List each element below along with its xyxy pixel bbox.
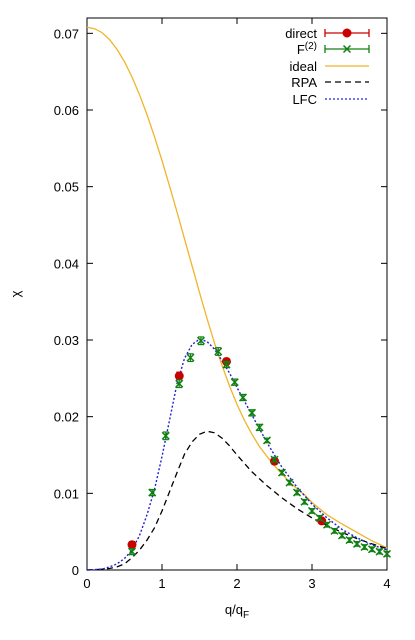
F2-point	[127, 547, 137, 556]
x-tick-label: 1	[158, 576, 165, 591]
y-tick-label: 0.07	[54, 26, 79, 41]
F2-point	[300, 497, 309, 506]
x-tick-label: 4	[383, 576, 390, 591]
direct-point	[127, 540, 137, 550]
y-tick-label: 0.04	[54, 256, 79, 271]
F2-point	[186, 353, 195, 362]
RPA-line	[86, 430, 388, 571]
F2-point	[337, 531, 347, 540]
F2-point	[238, 393, 248, 402]
F2-point	[285, 478, 294, 487]
F2-point	[352, 539, 362, 548]
direct-point	[342, 28, 352, 38]
F2-point	[270, 455, 279, 464]
direct-point	[174, 371, 184, 381]
F2-point	[322, 520, 332, 529]
F2-point	[247, 408, 257, 417]
F2-point	[214, 347, 223, 356]
y-tick-label: 0.02	[54, 410, 79, 425]
legend-swatch-F2	[324, 44, 370, 54]
F2-point	[230, 378, 239, 387]
F2-point	[375, 547, 384, 556]
ideal-line	[86, 26, 388, 549]
y-tick-label: 0.03	[54, 333, 79, 348]
F2-point	[345, 536, 354, 545]
y-axis-label: χ	[8, 290, 23, 297]
x-axis-label: q/qF	[225, 602, 249, 621]
F2-point	[330, 526, 339, 535]
F2-point	[315, 513, 324, 522]
F2-point	[161, 431, 170, 440]
F2-point	[292, 488, 302, 497]
F2-point	[262, 436, 272, 445]
series-layer	[86, 26, 392, 571]
y-tick-label: 0.05	[54, 180, 79, 195]
y-tick-label: 0.01	[54, 486, 79, 501]
legend-label-RPA: RPA	[291, 75, 317, 90]
x-tick-label: 2	[233, 576, 240, 591]
legend-label-LFC: LFC	[292, 92, 317, 107]
F2-point	[196, 336, 206, 345]
F2-point	[360, 542, 369, 552]
legend-label-ideal: ideal	[290, 59, 318, 74]
plot-frame	[86, 17, 388, 571]
legend-label-direct: direct	[285, 26, 317, 41]
y-tick-label: 0	[72, 563, 79, 578]
F2-point	[367, 545, 377, 554]
F2-series	[127, 336, 392, 558]
F2-point	[148, 488, 157, 497]
F2-point	[307, 506, 317, 515]
F2-point	[222, 360, 231, 369]
F2-point	[175, 379, 184, 388]
F2-point	[382, 549, 392, 558]
F2-point	[277, 468, 287, 477]
F2-point	[342, 44, 352, 54]
legend-label-F2: F(2)	[297, 41, 317, 57]
y-tick-label: 0.06	[54, 103, 79, 118]
x-tick-label: 3	[308, 576, 315, 591]
F2-point	[255, 423, 264, 432]
LFC-line	[86, 338, 388, 571]
x-tick-label: 0	[83, 576, 90, 591]
legend-swatch-direct	[324, 28, 370, 38]
axis-ticks: 0 1 2 3 4 0 0.01 0.02 0.03 0.04 0.05 0.06 0.07	[54, 18, 391, 591]
